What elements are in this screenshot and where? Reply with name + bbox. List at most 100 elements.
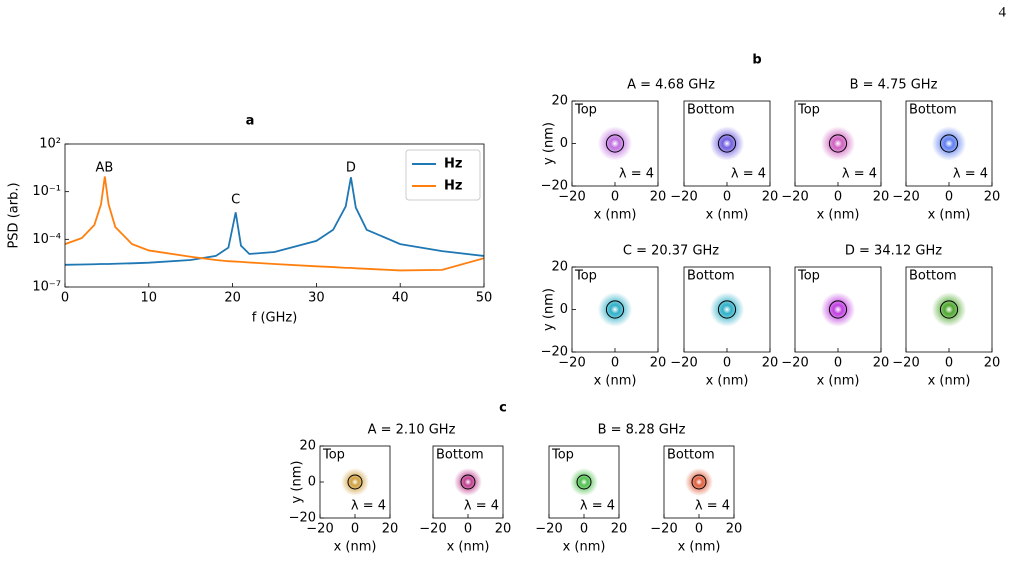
mode-label: λ = 4 xyxy=(619,167,654,182)
x-tick-label: 0 xyxy=(464,522,472,537)
layer-label: Bottom xyxy=(909,103,957,118)
x-tick-label: 20 xyxy=(650,190,667,205)
vortex-ring xyxy=(717,300,737,319)
y-tick-label: 10² xyxy=(39,137,61,152)
y-tick-label: 0 xyxy=(560,302,568,317)
vortex-ring xyxy=(828,134,848,153)
x-axis-label: x (nm) xyxy=(817,208,860,223)
x-axis-label: x (nm) xyxy=(678,540,721,555)
x-axis-label: x (nm) xyxy=(334,540,377,555)
x-axis-label: f (GHz) xyxy=(252,311,298,326)
x-tick-label: 20 xyxy=(984,356,1001,371)
y-axis-label: y (nm) xyxy=(290,461,305,504)
x-tick-label: 0 xyxy=(61,291,69,306)
layer-label: Bottom xyxy=(909,269,957,284)
x-tick-label: 0 xyxy=(580,522,588,537)
x-tick-label: 30 xyxy=(308,291,325,306)
y-tick-label: 10⁻⁷ xyxy=(32,280,61,295)
layer-label: Bottom xyxy=(687,269,735,284)
spin-texture xyxy=(820,292,856,327)
spin-texture xyxy=(685,468,713,496)
x-tick-label: 20 xyxy=(762,356,779,371)
panel-label: a xyxy=(246,114,255,129)
mode-label: λ = 4 xyxy=(580,499,615,514)
panel-label: b xyxy=(752,53,761,68)
x-tick-label: 0 xyxy=(945,190,953,205)
spin-texture xyxy=(570,468,598,496)
x-tick-label: 0 xyxy=(351,522,359,537)
x-tick-label: −20 xyxy=(892,190,919,205)
x-tick-label: 0 xyxy=(723,190,731,205)
x-tick-label: −20 xyxy=(781,356,808,371)
y-tick-label: 10⁻¹ xyxy=(32,184,61,199)
x-tick-label: −20 xyxy=(558,190,585,205)
mode-label: λ = 4 xyxy=(953,167,988,182)
peak-label: C xyxy=(231,192,240,207)
x-tick-label: −20 xyxy=(892,356,919,371)
x-tick-label: 0 xyxy=(834,356,842,371)
x-axis-label: x (nm) xyxy=(594,374,637,389)
x-tick-label: 20 xyxy=(873,190,890,205)
layer-label: Bottom xyxy=(667,448,715,463)
x-tick-label: 20 xyxy=(382,522,399,537)
x-tick-label: 0 xyxy=(723,356,731,371)
y-tick-label: 20 xyxy=(551,94,568,109)
vortex-ring xyxy=(605,134,625,153)
x-tick-label: 40 xyxy=(392,291,409,306)
pair-title: D = 34.12 GHz xyxy=(845,244,942,259)
y-tick-label: −20 xyxy=(541,345,568,360)
peak-label: AB xyxy=(95,161,113,176)
y-tick-label: 20 xyxy=(299,439,316,454)
vortex-ring xyxy=(717,134,737,153)
legend-label: Hz xyxy=(444,157,462,172)
vortex-ring xyxy=(347,474,363,490)
x-tick-label: 20 xyxy=(726,522,743,537)
spin-texture xyxy=(454,468,482,496)
x-tick-label: 20 xyxy=(984,190,1001,205)
layer-label: Bottom xyxy=(687,103,735,118)
mode-label: λ = 4 xyxy=(695,499,730,514)
x-axis-label: x (nm) xyxy=(928,374,971,389)
y-tick-label: 0 xyxy=(560,136,568,151)
spin-texture xyxy=(931,292,967,327)
x-tick-label: 10 xyxy=(141,291,158,306)
x-tick-label: 0 xyxy=(695,522,703,537)
layer-label: Top xyxy=(551,448,574,463)
spin-texture xyxy=(597,292,633,327)
spin-texture xyxy=(931,126,967,161)
x-tick-label: 20 xyxy=(495,522,512,537)
vortex-ring xyxy=(576,474,592,490)
spin-texture xyxy=(709,292,745,327)
x-tick-label: 20 xyxy=(611,522,628,537)
x-tick-label: −20 xyxy=(558,356,585,371)
x-tick-label: 20 xyxy=(873,356,890,371)
layer-label: Top xyxy=(574,103,597,118)
y-tick-label: 20 xyxy=(551,260,568,275)
y-axis-label: y (nm) xyxy=(542,288,557,331)
y-axis-label: y (nm) xyxy=(542,122,557,165)
x-axis-label: x (nm) xyxy=(594,208,637,223)
x-tick-label: −20 xyxy=(306,522,333,537)
spin-texture xyxy=(709,126,745,161)
x-tick-label: −20 xyxy=(419,522,446,537)
layer-label: Top xyxy=(797,103,820,118)
pair-title: B = 4.75 GHz xyxy=(850,78,938,93)
x-axis-label: x (nm) xyxy=(706,374,749,389)
x-tick-label: 20 xyxy=(762,190,779,205)
pair-title: A = 2.10 GHz xyxy=(368,423,456,438)
mode-label: λ = 4 xyxy=(464,499,499,514)
pair-title: A = 4.68 GHz xyxy=(627,78,715,93)
x-axis-label: x (nm) xyxy=(817,374,860,389)
y-tick-label: −20 xyxy=(541,179,568,194)
x-tick-label: −20 xyxy=(650,522,677,537)
vortex-ring xyxy=(828,300,848,319)
vortex-ring xyxy=(939,300,959,319)
peak-label: D xyxy=(346,161,356,176)
x-axis-label: x (nm) xyxy=(563,540,606,555)
layer-label: Top xyxy=(322,448,345,463)
pair-title: B = 8.28 GHz xyxy=(598,423,686,438)
spin-texture xyxy=(341,468,369,496)
x-tick-label: 20 xyxy=(224,291,241,306)
y-tick-label: 10⁻⁴ xyxy=(32,232,61,247)
